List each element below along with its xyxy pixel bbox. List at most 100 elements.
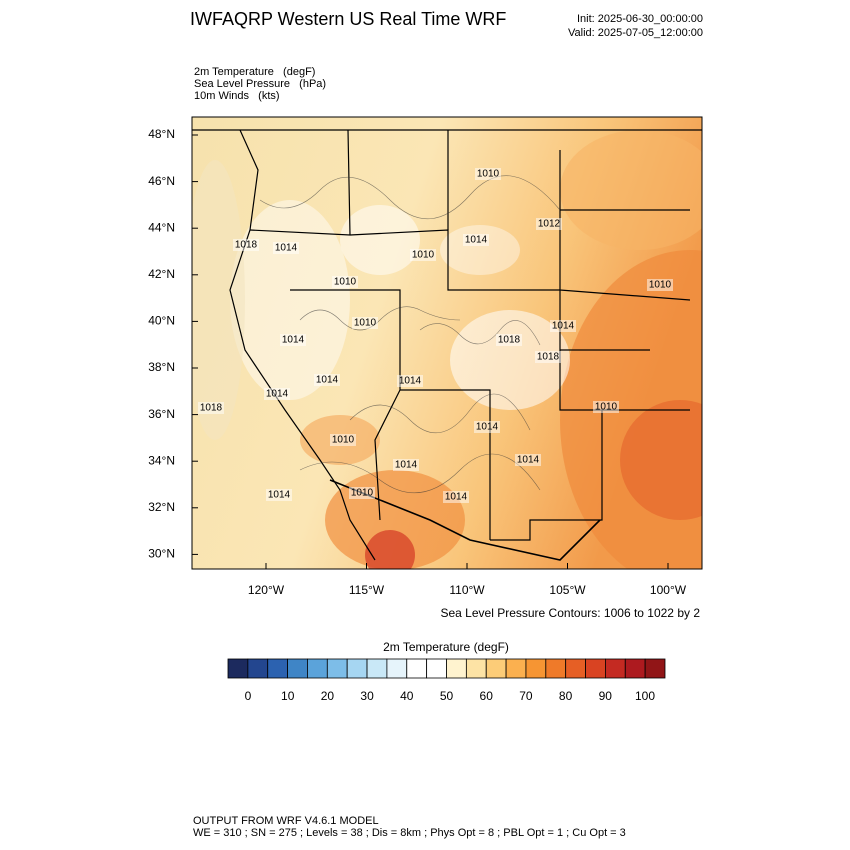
contour-label-box [535,351,561,363]
contour-label: 1018 [200,403,223,414]
footer-line: OUTPUT FROM WRF V4.6.1 MODEL [193,815,379,827]
colorbar-box [227,658,249,679]
colorbar-box [326,658,348,679]
colorbar-box [366,658,388,679]
contour-label: 1018 [537,352,560,363]
map-field [192,117,702,569]
lat-label: 48°N [148,127,175,141]
contour-label: 1018 [235,240,258,251]
contour-label-box [280,334,306,346]
colorbar-box [585,658,606,679]
colorbar-label: 10 [281,689,295,703]
contour-label: 1014 [399,376,422,387]
contour-label: 1018 [498,335,521,346]
colorbar-label: 20 [321,689,335,703]
colorbar-label: 80 [559,689,573,703]
colorbar-box [605,658,626,679]
lat-label: 38°N [148,360,175,374]
colorbar-box [525,658,547,679]
contour-label-box [474,421,500,433]
contour-label: 1014 [275,243,298,254]
field-label: 10m Winds (kts) [194,90,280,102]
contour-label-box [264,388,290,400]
field-label: Sea Level Pressure (hPa) [194,78,326,90]
lat-label: 42°N [148,267,175,281]
colorbar-box [644,658,666,679]
contour-label-box [647,279,673,291]
colorbar-box [446,658,467,679]
contour-label-box [266,489,292,501]
colorbar-box [267,658,288,679]
colorbar-box [426,658,447,679]
contour-label-box [393,459,419,471]
contour-label: 1010 [334,277,357,288]
colorbar-label: 100 [635,689,655,703]
colorbar-box [307,658,328,679]
contour-label: 1010 [332,435,355,446]
colorbar-box [624,658,646,679]
contour-label-box [475,168,501,180]
colorbar-label: 70 [519,689,533,703]
contour-label-box [233,239,259,251]
map-frame [191,116,703,570]
contour-label-box [332,276,358,288]
contour-label: 1014 [552,321,575,332]
contour-label: 1010 [477,169,500,180]
lat-label: 36°N [148,407,175,421]
colorbar-label: 0 [245,689,252,703]
contour-label-box [443,491,469,503]
contour-label-box [410,249,436,261]
colorbar-label: 60 [480,689,494,703]
contour-label: 1014 [445,492,468,503]
contour-label-box [349,487,375,499]
lat-label: 40°N [148,314,175,328]
valid-time: Valid: 2025-07-05_12:00:00 [568,27,703,39]
contour-label-box [496,334,522,346]
colorbar-box [505,658,527,679]
lat-label: 34°N [148,453,175,467]
contour-label: 1014 [476,422,499,433]
contour-label-box [352,317,378,329]
lat-label: 30°N [148,547,175,561]
colorbar-box [386,658,408,679]
contour-label: 1010 [595,402,618,413]
colorbar-box [485,658,507,679]
colorbar-box [406,658,428,679]
colorbar-label: 50 [440,689,454,703]
init-time: Init: 2025-06-30_00:00:00 [577,13,703,25]
contour-label: 1014 [517,455,540,466]
contour-label: 1014 [282,335,305,346]
contour-label: 1010 [412,250,435,261]
footer-line: WE = 310 ; SN = 275 ; Levels = 38 ; Dis … [193,827,626,839]
contour-label-box [515,454,541,466]
lon-label: 115°W [349,583,385,597]
contour-label-box [273,242,299,254]
lat-label: 44°N [148,220,175,234]
contour-label-box [330,434,356,446]
colorbar-label: 40 [400,689,414,703]
colorbar-label: 90 [599,689,613,703]
contour-label: 1014 [266,389,289,400]
contour-label-box [463,234,489,246]
contour-label-box [536,218,562,230]
title: IWFAQRP Western US Real Time WRF [190,9,506,29]
contour-label: 1014 [316,375,339,386]
lon-label: 110°W [449,583,485,597]
contour-label-box [397,375,423,387]
lon-label: 100°W [650,583,687,597]
colorbar-box [565,658,586,679]
lat-label: 32°N [148,500,175,514]
colorbar-box [465,658,487,679]
contour-note: Sea Level Pressure Contours: 1006 to 102… [441,606,701,620]
contour-label: 1012 [538,219,561,230]
contour-label: 1010 [354,318,377,329]
colorbar-box [346,658,368,679]
contour-label-box [550,320,576,332]
contour-label-box [314,374,340,386]
contour-label: 1014 [268,490,291,501]
colorbar-label: 30 [360,689,374,703]
lat-label: 46°N [148,174,175,188]
field-label: 2m Temperature (degF) [194,66,315,78]
contour-label-box [198,402,224,414]
